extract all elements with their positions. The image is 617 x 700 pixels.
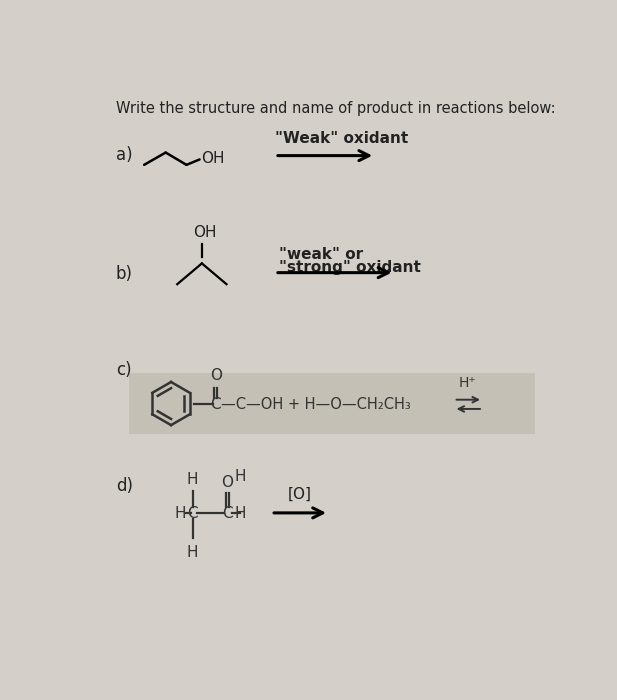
Text: O: O [210,368,222,383]
FancyBboxPatch shape [129,372,536,434]
Text: C: C [222,506,233,522]
Text: "weak" or: "weak" or [279,247,363,262]
Text: H: H [187,545,199,560]
Text: "Weak" oxidant: "Weak" oxidant [275,132,408,146]
Text: a): a) [115,146,132,164]
Text: C: C [210,397,221,412]
Text: C: C [188,506,198,522]
Text: Write the structure and name of product in reactions below:: Write the structure and name of product … [115,101,555,116]
Text: —C—OH + H—O—CH₂CH₃: —C—OH + H—O—CH₂CH₃ [221,397,411,412]
Text: H: H [235,506,246,522]
Text: H: H [187,472,199,486]
Text: H⁺: H⁺ [458,376,476,390]
Text: d): d) [115,477,133,495]
Text: H: H [235,468,246,484]
Text: b): b) [115,265,133,283]
Text: OH: OH [193,225,216,239]
Text: c): c) [115,361,131,379]
Text: [O]: [O] [288,487,312,502]
Text: O: O [222,475,233,490]
Text: H: H [175,506,186,522]
Text: OH: OH [201,151,225,166]
Text: "strong" oxidant: "strong" oxidant [279,260,421,274]
